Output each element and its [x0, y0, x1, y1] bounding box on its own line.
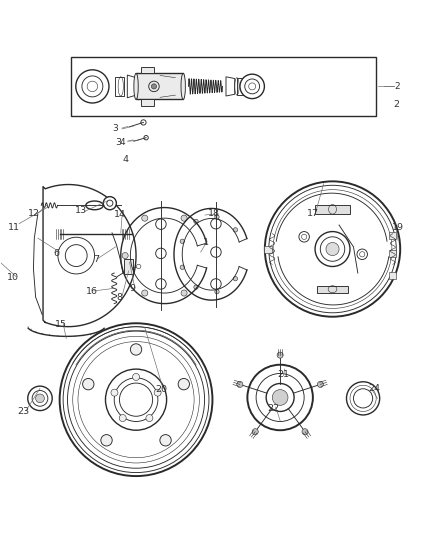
Text: 4: 4 [119, 138, 125, 147]
Circle shape [252, 429, 258, 435]
Bar [317, 286, 348, 293]
Circle shape [233, 228, 238, 232]
Circle shape [180, 265, 184, 270]
Circle shape [103, 197, 117, 210]
Polygon shape [226, 77, 235, 96]
Text: 15: 15 [55, 320, 67, 329]
Bar [389, 272, 396, 279]
Circle shape [346, 382, 380, 415]
Text: 2: 2 [394, 82, 400, 91]
Circle shape [101, 434, 112, 446]
Circle shape [302, 429, 308, 435]
Circle shape [137, 264, 141, 269]
Circle shape [160, 434, 171, 446]
Ellipse shape [134, 74, 138, 100]
Circle shape [240, 74, 265, 99]
Circle shape [318, 381, 323, 387]
Bar [141, 100, 154, 106]
Bar [141, 67, 154, 74]
Circle shape [122, 253, 128, 259]
Polygon shape [127, 75, 136, 98]
Text: 19: 19 [392, 223, 404, 232]
Circle shape [133, 374, 140, 381]
Bar [264, 246, 272, 253]
Circle shape [215, 289, 219, 294]
Circle shape [233, 277, 238, 281]
Text: 16: 16 [86, 287, 99, 296]
Circle shape [181, 290, 187, 296]
Text: 3: 3 [112, 125, 118, 133]
Bar [237, 78, 247, 95]
Circle shape [194, 219, 198, 223]
Circle shape [237, 381, 243, 387]
Circle shape [277, 352, 283, 358]
Text: 22: 22 [268, 404, 279, 413]
Circle shape [131, 344, 142, 355]
Bar [315, 205, 350, 214]
Text: 18: 18 [208, 209, 220, 218]
Circle shape [119, 415, 126, 422]
Bar [124, 259, 133, 274]
Text: 3: 3 [116, 138, 122, 147]
Text: 12: 12 [28, 209, 39, 218]
Circle shape [154, 389, 161, 396]
Text: 20: 20 [155, 385, 167, 394]
Circle shape [83, 378, 94, 390]
Circle shape [299, 231, 309, 242]
Bar [115, 77, 124, 96]
Bar [389, 232, 396, 239]
Bar [136, 74, 183, 100]
Circle shape [180, 239, 184, 244]
Circle shape [142, 215, 148, 221]
Text: 1: 1 [203, 238, 209, 247]
Circle shape [194, 285, 198, 289]
Text: 21: 21 [278, 370, 290, 379]
Circle shape [181, 215, 187, 221]
Circle shape [152, 84, 156, 89]
Text: 4: 4 [122, 155, 128, 164]
Text: 23: 23 [18, 407, 29, 416]
Circle shape [178, 378, 190, 390]
Polygon shape [43, 184, 136, 327]
Text: 14: 14 [113, 211, 125, 220]
Circle shape [265, 181, 400, 317]
Text: 9: 9 [130, 284, 135, 293]
Circle shape [28, 386, 52, 410]
Text: 11: 11 [8, 223, 20, 232]
Bar [389, 250, 396, 257]
Circle shape [357, 249, 367, 260]
Circle shape [60, 323, 212, 476]
Circle shape [215, 215, 219, 219]
Text: 24: 24 [368, 384, 380, 393]
Circle shape [76, 70, 109, 103]
Circle shape [247, 365, 313, 430]
Text: 17: 17 [307, 209, 319, 218]
Text: 7: 7 [93, 255, 99, 264]
Text: 8: 8 [117, 293, 123, 302]
Text: 6: 6 [53, 249, 60, 258]
Circle shape [111, 389, 118, 396]
Circle shape [146, 415, 153, 422]
Circle shape [326, 243, 339, 256]
Circle shape [272, 390, 288, 405]
Text: 13: 13 [74, 206, 87, 215]
Circle shape [142, 290, 148, 296]
Bar [71, 57, 376, 116]
Circle shape [35, 394, 44, 403]
Text: 10: 10 [7, 273, 19, 282]
Ellipse shape [181, 74, 185, 100]
Text: 2: 2 [393, 100, 399, 109]
